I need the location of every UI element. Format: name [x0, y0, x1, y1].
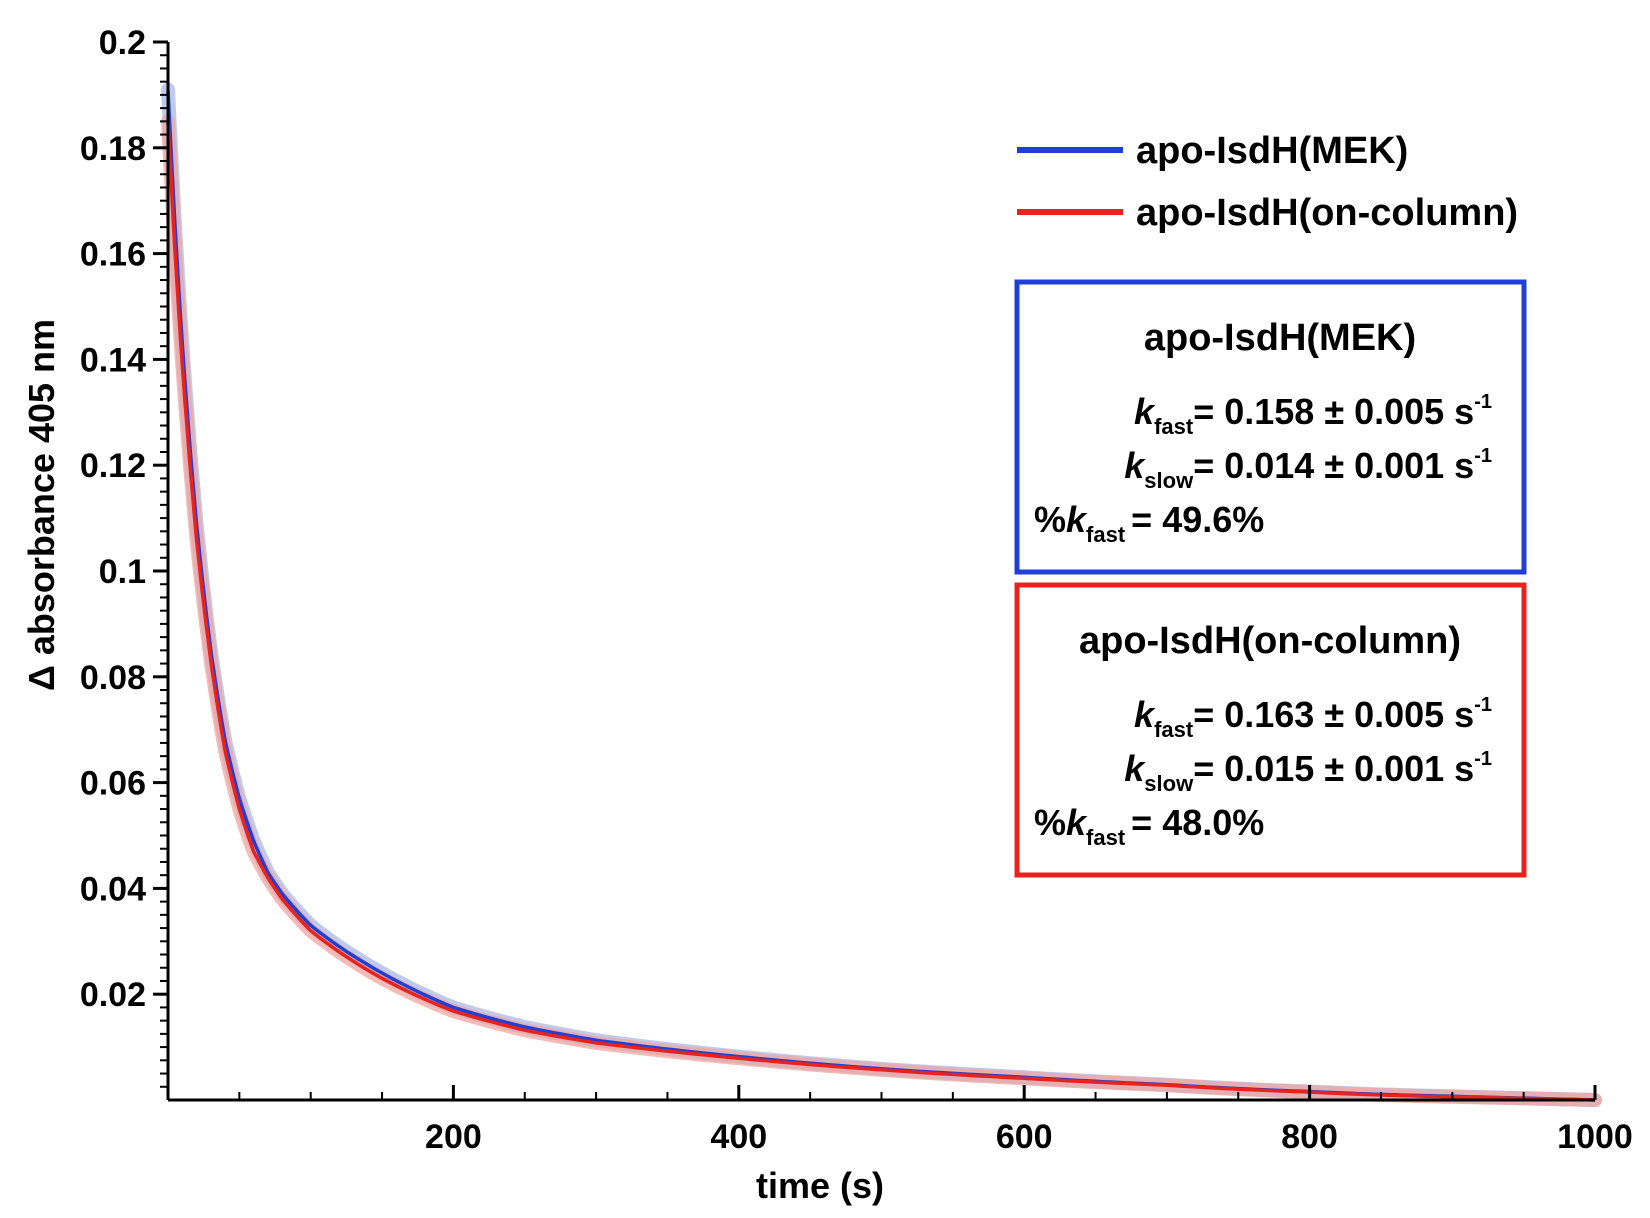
annotation-mek-kslow: kslow= 0.014 ± 0.001 s-1	[1124, 445, 1492, 493]
legend-label-on-column: apo-IsdH(on-column)	[1136, 192, 1518, 234]
y-tick-label: 0.02	[80, 976, 146, 1014]
y-tick-label: 0.1	[99, 553, 146, 591]
annotation-box-mek-border	[1014, 279, 1527, 575]
series-band-1	[161, 114, 1602, 1107]
y-axis-ticks: 0.02 0.04 0.06 0.08 0.1 0.12 0.14 0.16 0.18 0.2	[80, 24, 168, 1088]
series-line-0	[166, 89, 1596, 1102]
y-tick-label: 0.18	[80, 130, 146, 168]
annotation-on-column-title: apo-IsdH(on-column)	[1079, 620, 1461, 662]
x-tick-label: 600	[996, 1118, 1053, 1156]
y-tick-label: 0.14	[80, 341, 146, 379]
annotation-on-column-percent-fast: %kfast = 48.0%	[1034, 802, 1264, 850]
plot-area	[161, 82, 1602, 1107]
x-tick-label: 1000	[1557, 1118, 1633, 1156]
x-axis-ticks: 200 400 600 800 1000	[238, 1085, 1633, 1156]
annotation-mek-percent-fast: %kfast = 49.6%	[1034, 499, 1264, 547]
annotation-on-column-kfast: kfast= 0.163 ± 0.005 s-1	[1134, 694, 1492, 742]
y-tick-label: 0.08	[80, 659, 146, 697]
x-axis-title: time (s)	[756, 1165, 884, 1206]
annotation-on-column-kslow: kslow= 0.015 ± 0.001 s-1	[1124, 748, 1492, 796]
y-axis-title: Δ absorbance 405 nm	[21, 319, 62, 691]
annotation-mek-title: apo-IsdH(MEK)	[1144, 317, 1416, 359]
annotation-box-on-column-border	[1014, 582, 1527, 878]
x-tick-label: 400	[710, 1118, 767, 1156]
y-tick-label: 0.16	[80, 236, 146, 274]
y-tick-label: 0.04	[80, 870, 146, 908]
annotation-box-mek: apo-IsdH(MEK) kfast= 0.158 ± 0.005 s-1 k…	[1014, 279, 1527, 575]
series-band-0	[161, 82, 1602, 1107]
legend-label-mek: apo-IsdH(MEK)	[1136, 130, 1408, 172]
annotation-box-on-column: apo-IsdH(on-column) kfast= 0.163 ± 0.005…	[1014, 582, 1527, 878]
annotation-mek-kfast: kfast= 0.158 ± 0.005 s-1	[1134, 391, 1492, 439]
series-line-1	[166, 121, 1596, 1102]
y-tick-label: 0.2	[99, 24, 146, 62]
y-tick-label: 0.12	[80, 447, 146, 485]
x-tick-label: 800	[1281, 1118, 1338, 1156]
legend: apo-IsdH(MEK) apo-IsdH(on-column)	[1017, 130, 1518, 234]
y-tick-label: 0.06	[80, 765, 146, 803]
x-tick-label: 200	[425, 1118, 482, 1156]
